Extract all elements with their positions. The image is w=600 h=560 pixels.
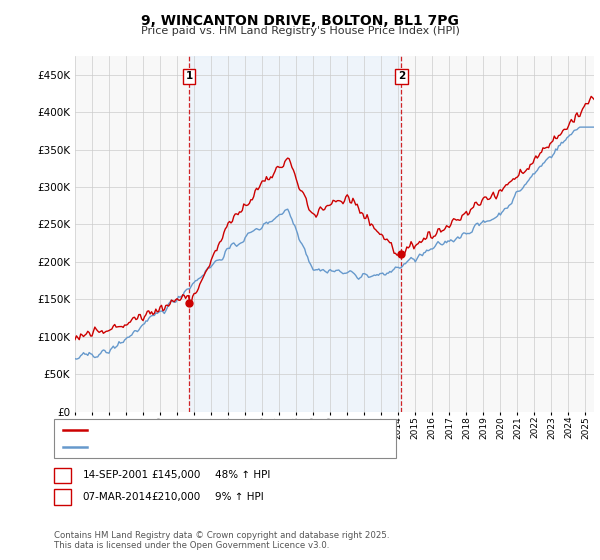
Text: Contains HM Land Registry data © Crown copyright and database right 2025.
This d: Contains HM Land Registry data © Crown c… [54,530,389,550]
Text: 14-SEP-2001: 14-SEP-2001 [83,470,149,480]
Text: Price paid vs. HM Land Registry's House Price Index (HPI): Price paid vs. HM Land Registry's House … [140,26,460,36]
Text: 9% ↑ HPI: 9% ↑ HPI [215,492,263,502]
Text: 07-MAR-2014: 07-MAR-2014 [83,492,152,502]
Text: 9, WINCANTON DRIVE, BOLTON, BL1 7PG (detached house): 9, WINCANTON DRIVE, BOLTON, BL1 7PG (det… [91,425,380,435]
Text: £210,000: £210,000 [152,492,201,502]
Text: 1: 1 [185,71,193,81]
Text: 1: 1 [59,470,66,480]
Bar [189,56,401,412]
Text: 2: 2 [398,71,405,81]
Text: HPI: Average price, detached house, Bolton: HPI: Average price, detached house, Bolt… [91,442,304,452]
Text: 9, WINCANTON DRIVE, BOLTON, BL1 7PG: 9, WINCANTON DRIVE, BOLTON, BL1 7PG [141,14,459,28]
Text: £145,000: £145,000 [152,470,201,480]
Text: 2: 2 [59,492,66,502]
Text: 48% ↑ HPI: 48% ↑ HPI [215,470,270,480]
